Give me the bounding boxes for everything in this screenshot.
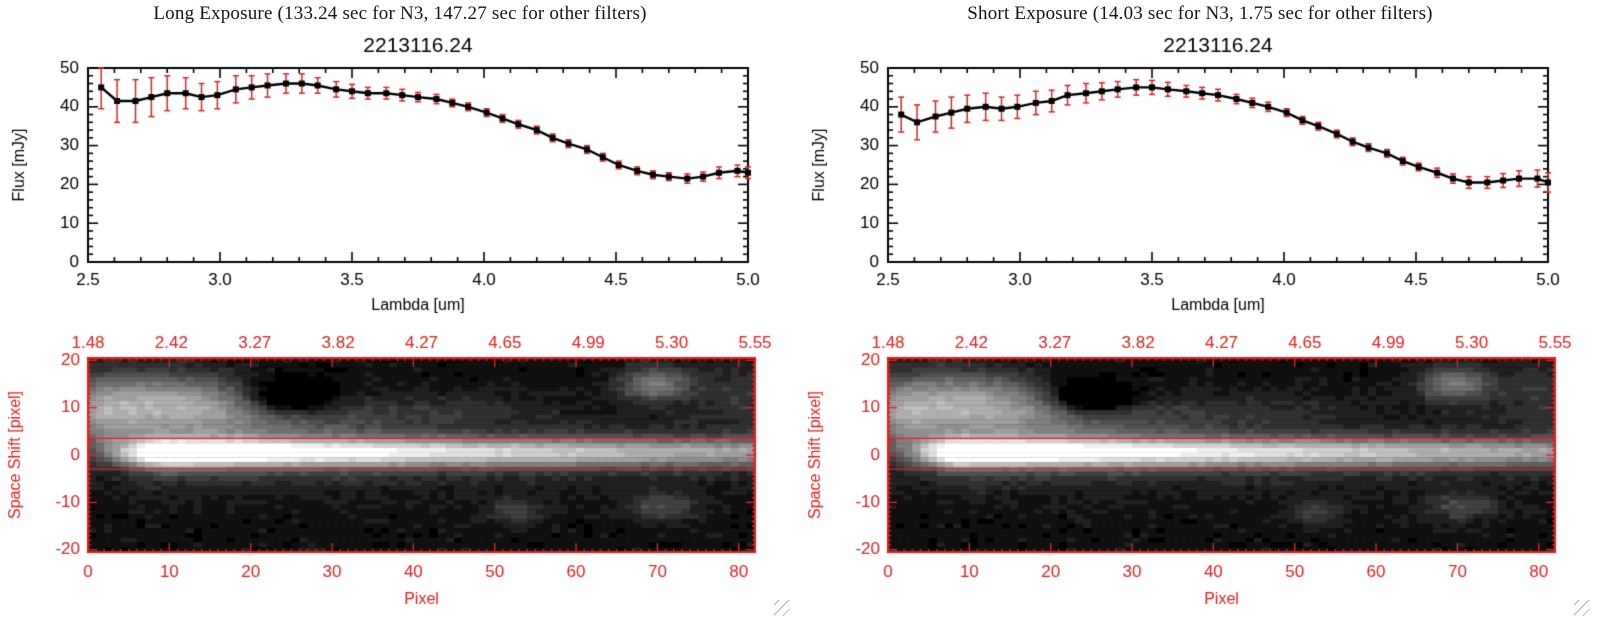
flux-spectrum-chart-short (800, 28, 1600, 328)
flux-spectrum-chart-long (0, 28, 800, 328)
spectral-2d-image-long (0, 328, 800, 630)
exposure-title-short: Short Exposure (14.03 sec for N3, 1.75 s… (967, 3, 1433, 24)
spectral-2d-image-short (800, 328, 1600, 630)
resize-grip[interactable] (1574, 600, 1590, 616)
panel-long-exposure: Long Exposure (133.24 sec for N3, 147.27… (0, 3, 800, 630)
resize-grip[interactable] (774, 600, 790, 616)
panel-short-exposure: Short Exposure (14.03 sec for N3, 1.75 s… (800, 0, 1600, 630)
exposure-title-long: Long Exposure (133.24 sec for N3, 147.27… (153, 3, 647, 24)
